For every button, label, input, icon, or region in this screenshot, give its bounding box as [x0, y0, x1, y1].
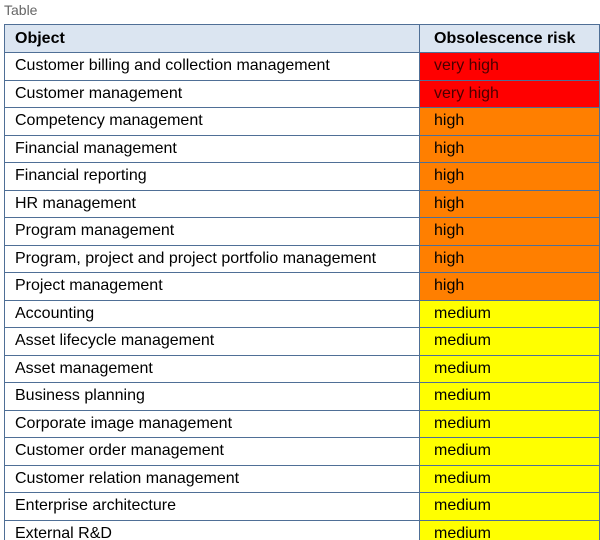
- table-row: Accounting medium: [4, 299, 600, 328]
- object-cell: Corporate image management: [4, 409, 420, 438]
- risk-level-cell: high: [419, 244, 600, 273]
- risk-level-cell: medium: [419, 464, 600, 493]
- risk-level-cell: high: [419, 189, 600, 218]
- object-cell: HR management: [4, 189, 420, 218]
- table-row: Enterprise architecture medium: [4, 492, 600, 521]
- table-header-row: Object Obsolescence risk: [4, 24, 600, 53]
- table-row: Customer order management medium: [4, 437, 600, 466]
- risk-level-cell: medium: [419, 382, 600, 411]
- object-cell: Financial management: [4, 134, 420, 163]
- object-cell: Customer billing and collection manageme…: [4, 52, 420, 81]
- object-cell: Asset lifecycle management: [4, 327, 420, 356]
- object-cell: Asset management: [4, 354, 420, 383]
- object-cell: Program management: [4, 217, 420, 246]
- risk-level-cell: medium: [419, 519, 600, 540]
- risk-level-cell: medium: [419, 492, 600, 521]
- table-row: Corporate image management medium: [4, 409, 600, 438]
- risk-level-cell: high: [419, 107, 600, 136]
- risk-level-cell: medium: [419, 327, 600, 356]
- table-row: Customer billing and collection manageme…: [4, 52, 600, 81]
- table-caption: Table: [4, 2, 38, 18]
- object-cell: Financial reporting: [4, 162, 420, 191]
- table-row: HR management high: [4, 189, 600, 218]
- object-cell: External R&D: [4, 519, 420, 540]
- table-row: Competency management high: [4, 107, 600, 136]
- table-row: Customer relation management medium: [4, 464, 600, 493]
- table-row: Customer management very high: [4, 79, 600, 108]
- risk-level-cell: medium: [419, 437, 600, 466]
- table-row: Financial management high: [4, 134, 600, 163]
- object-cell: Enterprise architecture: [4, 492, 420, 521]
- table-row: Business planning medium: [4, 382, 600, 411]
- column-header-obsolescence-risk: Obsolescence risk: [419, 24, 600, 53]
- table-row: Asset lifecycle management medium: [4, 327, 600, 356]
- risk-level-cell: high: [419, 134, 600, 163]
- object-cell: Accounting: [4, 299, 420, 328]
- table-row: Project management high: [4, 272, 600, 301]
- table-row: Program, project and project portfolio m…: [4, 244, 600, 273]
- column-header-object: Object: [4, 24, 420, 53]
- risk-level-cell: medium: [419, 299, 600, 328]
- object-cell: Customer management: [4, 79, 420, 108]
- risk-level-cell: very high: [419, 52, 600, 81]
- table-row: Financial reporting high: [4, 162, 600, 191]
- risk-level-cell: high: [419, 162, 600, 191]
- risk-level-cell: medium: [419, 409, 600, 438]
- risk-level-cell: high: [419, 217, 600, 246]
- table-row: Asset management medium: [4, 354, 600, 383]
- object-cell: Competency management: [4, 107, 420, 136]
- object-cell: Customer order management: [4, 437, 420, 466]
- obsolescence-risk-table: Object Obsolescence risk Customer billin…: [4, 24, 600, 540]
- risk-level-cell: high: [419, 272, 600, 301]
- object-cell: Program, project and project portfolio m…: [4, 244, 420, 273]
- table-row: Program management high: [4, 217, 600, 246]
- risk-level-cell: very high: [419, 79, 600, 108]
- table-body: Customer billing and collection manageme…: [4, 52, 600, 540]
- table-row: External R&D medium: [4, 519, 600, 540]
- risk-level-cell: medium: [419, 354, 600, 383]
- object-cell: Business planning: [4, 382, 420, 411]
- object-cell: Project management: [4, 272, 420, 301]
- object-cell: Customer relation management: [4, 464, 420, 493]
